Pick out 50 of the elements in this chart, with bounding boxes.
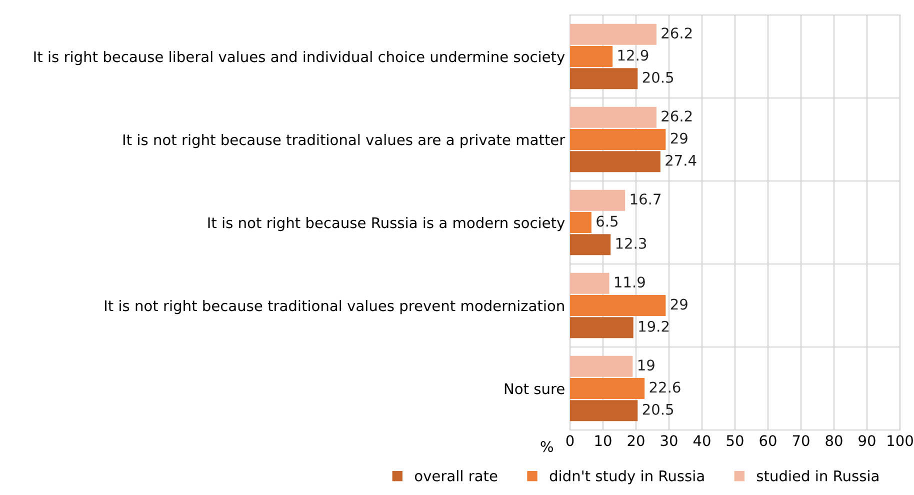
x-axis-title: % [540,441,554,452]
bar [570,106,656,128]
data-label: 26.2 [662,28,692,39]
data-label: 11.9 [615,276,645,288]
x-tick-label: 90 [858,435,876,446]
bar [570,356,633,377]
data-label: 22.6 [650,382,680,393]
bar [570,294,666,316]
data-label: 19 [638,360,654,371]
y-tick-label: It is right because liberal values and individual choice undermine society [34,50,565,66]
data-label: 20.5 [642,72,674,83]
bar [570,317,634,338]
bar [570,24,656,45]
y-tick-label: It is not right because traditional values are a private matter [123,134,566,148]
x-tick-label: 30 [660,435,678,446]
bar [570,400,638,422]
data-label: 27.4 [666,154,696,166]
data-label: 12.3 [616,238,646,249]
data-label: 29 [670,298,688,310]
data-label: 20.5 [642,404,674,415]
data-label: 26.2 [662,110,692,122]
x-tick-label: 70 [792,435,810,446]
data-label: 19.2 [639,320,669,332]
legend-label: overall rate [414,470,498,482]
data-label: 29 [670,132,688,144]
legend-label: didn't study in Russia [550,470,704,484]
bar [570,378,645,400]
data-label: 12.9 [618,50,648,61]
bar [570,190,626,211]
x-tick-label: 60 [760,435,776,446]
x-tick-label: 80 [826,435,842,446]
bar [570,128,666,150]
x-tick-label: 10 [595,435,612,446]
x-tick-label: 0 [566,435,574,446]
x-tick-label: 40 [693,435,710,446]
x-tick-label: 100 [888,435,913,446]
bar [570,234,611,256]
legend-label: studied in Russia [756,470,878,482]
bar [570,272,610,294]
bar [570,151,660,172]
bar [570,212,592,234]
y-tick-label: It is not right because Russia is a modern society [208,216,565,232]
x-tick-label: 50 [726,435,744,446]
bar [570,68,638,90]
x-tick-label: 20 [628,435,644,446]
data-label: 6.5 [596,216,618,227]
y-tick-label: Not sure [504,383,564,394]
y-tick-label: It is not right because traditional values prevent modernization [104,300,564,314]
bar [570,46,613,68]
data-label: 16.7 [630,194,660,205]
